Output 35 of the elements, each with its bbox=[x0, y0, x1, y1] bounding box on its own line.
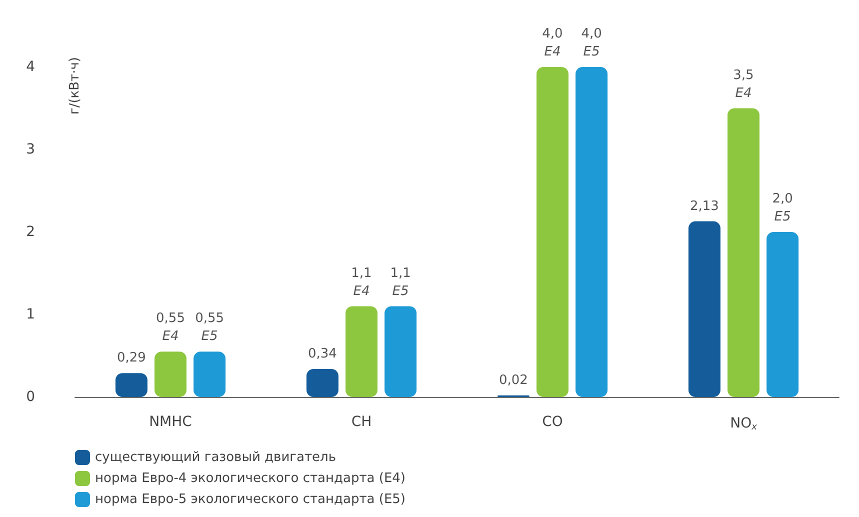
x-tick-label: CO bbox=[542, 414, 563, 430]
bar bbox=[194, 352, 226, 397]
y-tick-label: 2 bbox=[26, 224, 35, 240]
x-tick-label: CH bbox=[351, 414, 372, 430]
bar bbox=[766, 232, 799, 397]
bar bbox=[115, 373, 148, 397]
bar bbox=[346, 306, 378, 397]
data-label: 0,02 bbox=[498, 372, 528, 388]
data-label: 0,29 bbox=[116, 350, 146, 366]
data-label: 0,55 E4 bbox=[156, 311, 185, 344]
y-axis-title: г/(кВт·ч) bbox=[68, 57, 82, 115]
data-label: 1,1 E4 bbox=[351, 266, 372, 299]
data-label: 0,55 E5 bbox=[195, 311, 224, 344]
y-tick-label: 3 bbox=[26, 142, 35, 158]
bar bbox=[688, 221, 720, 397]
legend-label: норма Евро-4 экологического стандарта (E4) bbox=[95, 471, 406, 486]
data-label: 4,0 E4 bbox=[542, 26, 563, 60]
legend-label: существующий газовый двигатель bbox=[95, 450, 336, 465]
data-label: 0,34 bbox=[308, 346, 337, 362]
bar bbox=[154, 352, 186, 397]
bar bbox=[306, 368, 338, 397]
y-tick-label: 0 bbox=[26, 389, 35, 405]
data-label: 4,0 E5 bbox=[581, 26, 602, 60]
y-tick-label: 1 bbox=[26, 306, 35, 322]
data-label: 1,1 E5 bbox=[390, 266, 411, 299]
bar bbox=[576, 67, 608, 397]
y-tick-label: 4 bbox=[26, 59, 36, 75]
bar bbox=[728, 108, 760, 397]
data-label: 2,0 E5 bbox=[772, 192, 793, 224]
x-tick-label: NMHC bbox=[149, 414, 192, 430]
data-label: 2,13 bbox=[690, 198, 719, 214]
bar bbox=[384, 306, 417, 397]
bar bbox=[536, 67, 568, 397]
data-label: 3,5 E4 bbox=[733, 68, 754, 101]
legend-label: норма Евро-5 экологического стандарта (E5) bbox=[95, 492, 406, 507]
